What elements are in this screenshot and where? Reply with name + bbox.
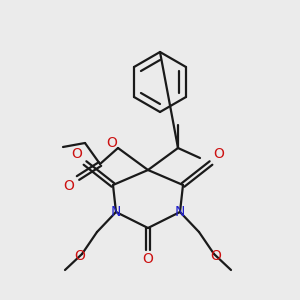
Text: O: O [211, 249, 221, 263]
Text: O: O [72, 147, 83, 161]
Text: O: O [106, 136, 117, 150]
Text: O: O [75, 249, 86, 263]
Text: O: O [214, 147, 224, 161]
Text: N: N [111, 205, 121, 219]
Text: O: O [64, 179, 74, 193]
Text: O: O [142, 252, 153, 266]
Text: N: N [175, 205, 185, 219]
